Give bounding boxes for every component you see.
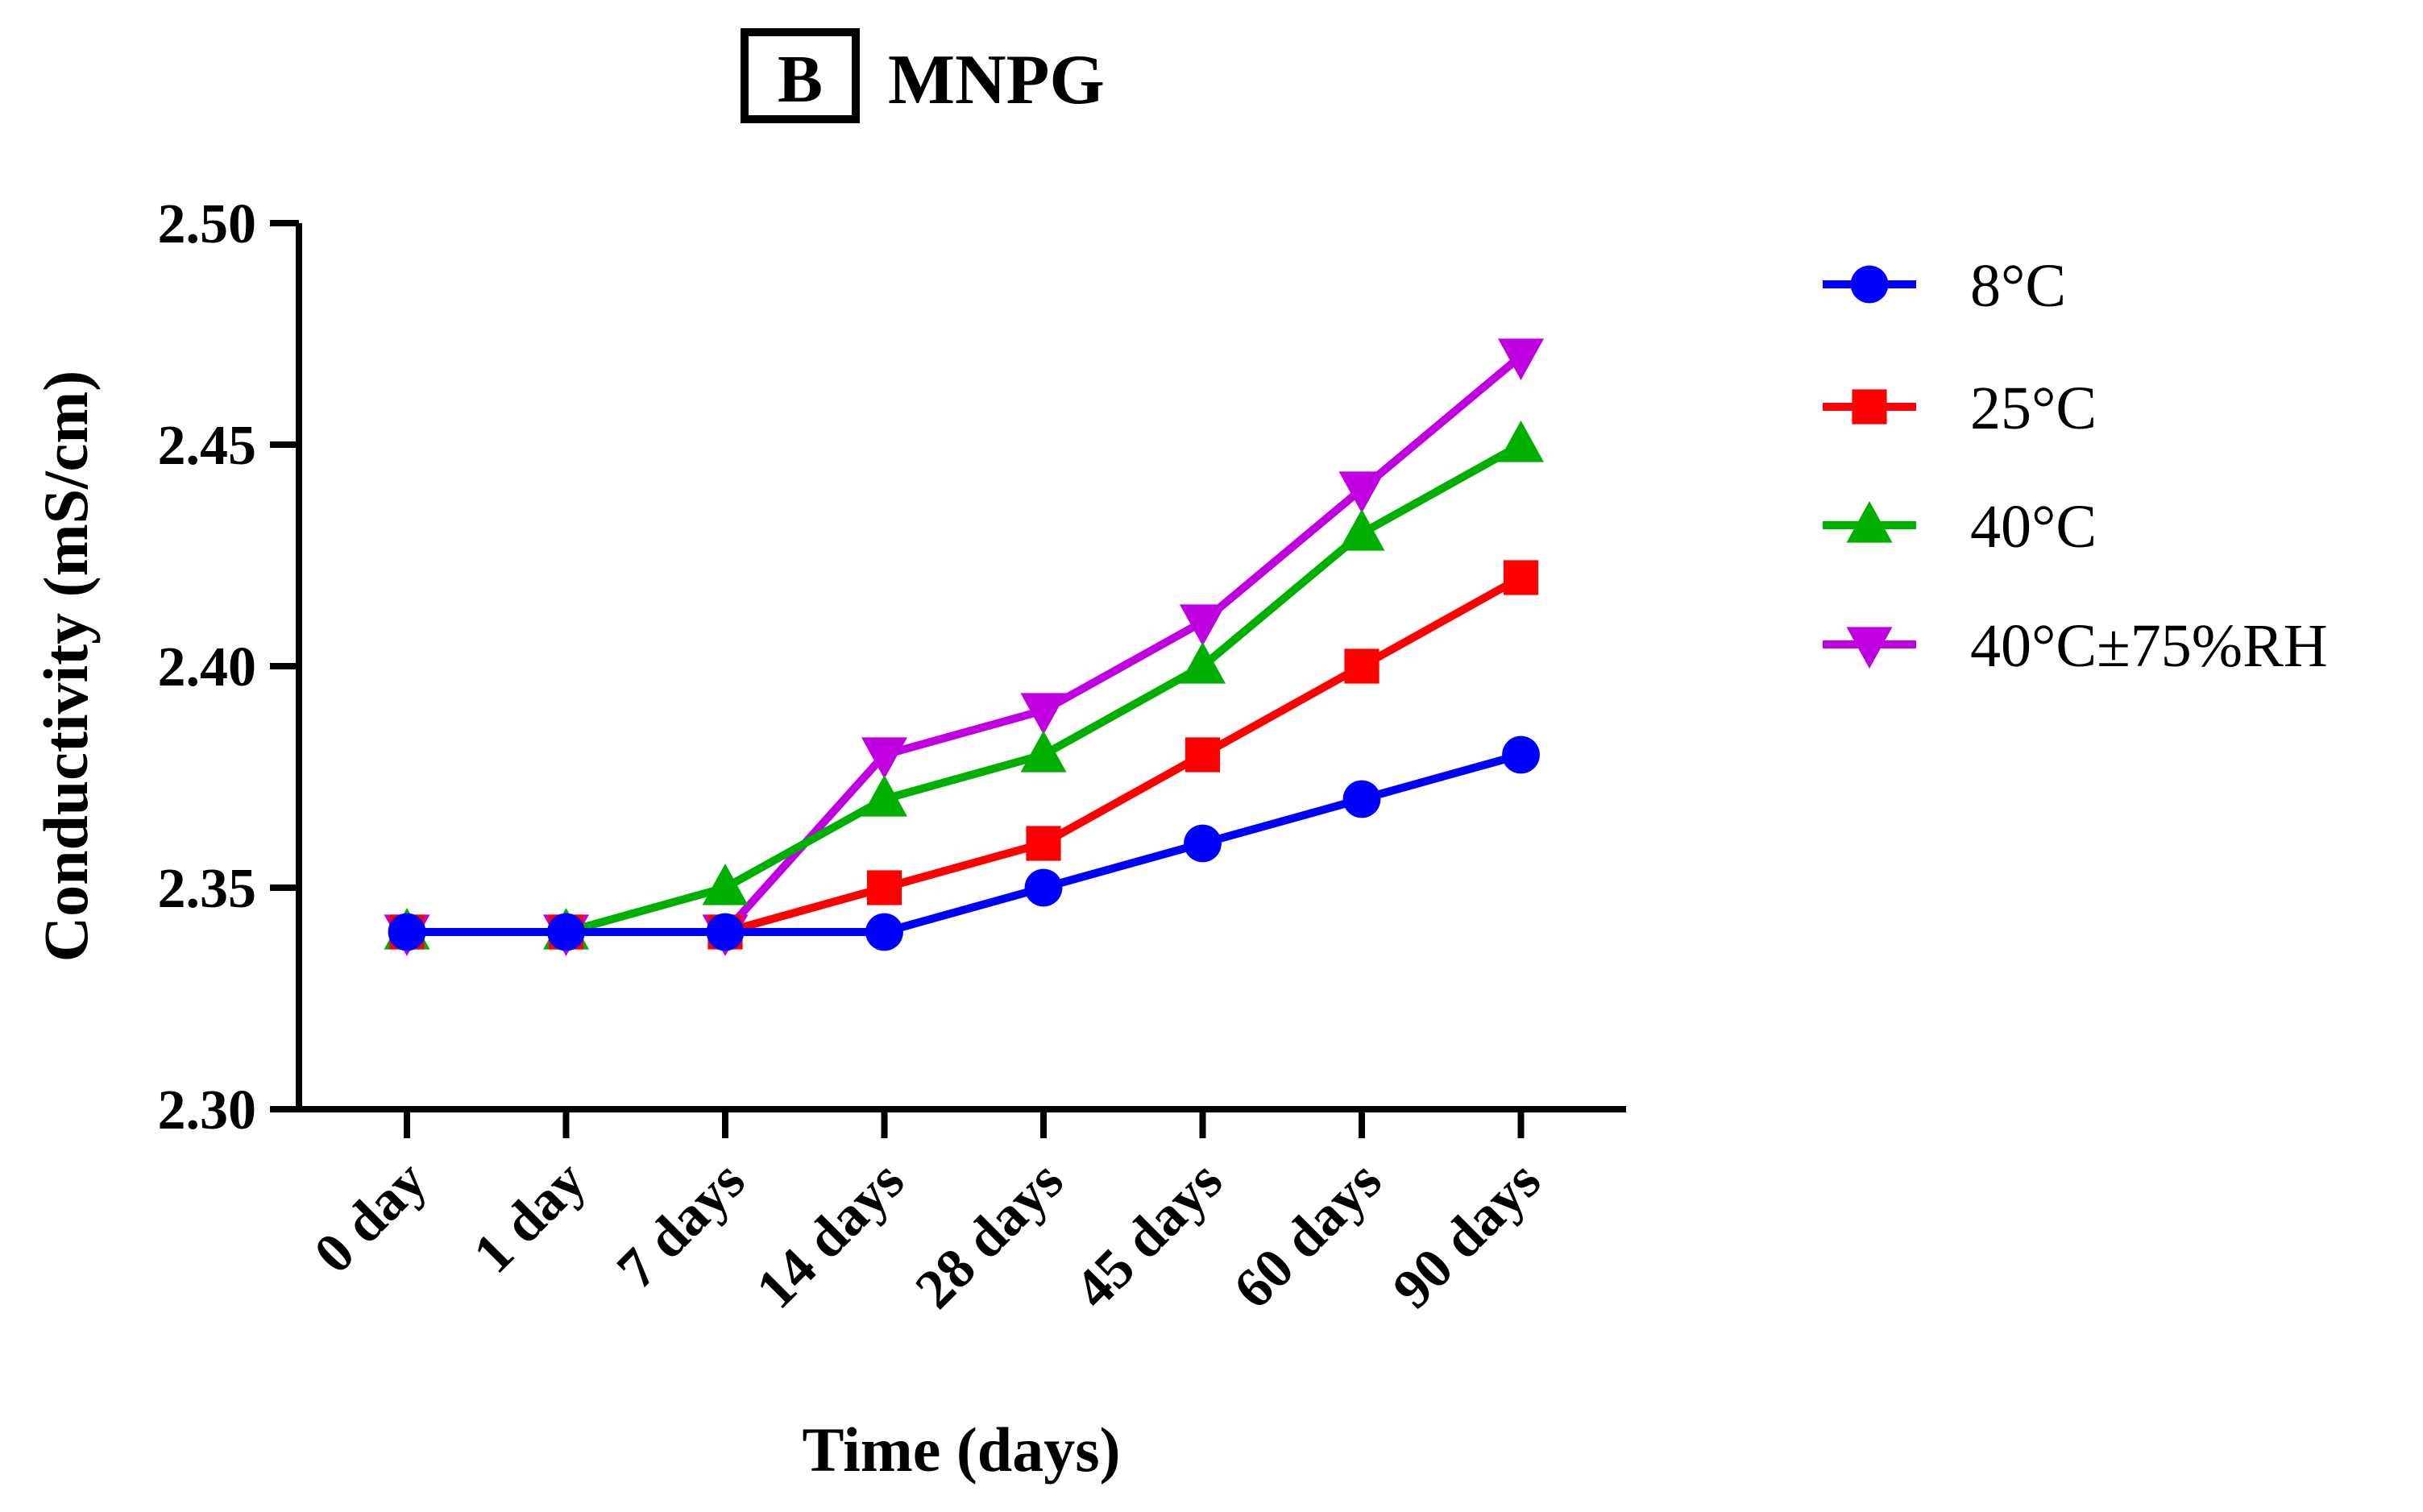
legend-marker <box>1852 389 1887 425</box>
x-tick-label: 28 days <box>904 1150 1076 1321</box>
panel-header: B MNPG <box>741 28 1105 123</box>
y-tick-label: 2.35 <box>158 858 257 920</box>
x-tick-label: 7 days <box>605 1150 757 1301</box>
y-tick-label: 2.40 <box>158 636 257 698</box>
axes <box>296 223 1626 1112</box>
panel-letter: B <box>778 42 823 117</box>
chart-title: MNPG <box>888 41 1105 119</box>
x-tick-label: 90 days <box>1381 1150 1553 1321</box>
x-tick-label: 1 day <box>462 1150 598 1286</box>
legend-label: 40°C±75%RH <box>1970 612 2328 680</box>
panel-letter-box <box>741 28 860 123</box>
series-line <box>403 441 1525 936</box>
x-tick-label: 60 days <box>1222 1150 1394 1321</box>
data-point <box>706 913 745 951</box>
series-2 <box>384 420 1544 950</box>
data-point <box>1503 560 1539 595</box>
data-point <box>865 913 903 951</box>
data-point <box>1024 868 1063 907</box>
data-point <box>702 864 749 905</box>
legend-item: 40°C±75%RH <box>1823 612 2328 680</box>
series-line <box>403 751 1525 936</box>
legend-item: 40°C <box>1823 493 2097 561</box>
y-tick-label: 2.50 <box>158 193 257 255</box>
series-line <box>403 574 1525 936</box>
data-point <box>1338 471 1385 513</box>
data-point <box>861 775 907 817</box>
data-point <box>861 737 907 779</box>
data-point <box>547 913 585 951</box>
data-point <box>1498 338 1544 380</box>
data-point <box>1498 420 1544 462</box>
y-ticks: 2.30 2.35 2.40 2.45 2.50 <box>158 193 299 1141</box>
data-point <box>1026 826 1061 861</box>
data-point <box>866 870 902 905</box>
legend-label: 40°C <box>1970 493 2097 561</box>
series-1 <box>389 560 1539 950</box>
data-point <box>1344 648 1380 684</box>
data-point <box>1020 731 1067 773</box>
series-line <box>403 352 1525 936</box>
y-axis-title: Conductivity (mS/cm) <box>31 371 101 962</box>
x-tick-label: 14 days <box>745 1150 916 1321</box>
data-point <box>388 913 426 951</box>
legend-marker <box>1846 627 1893 669</box>
data-point <box>1184 824 1222 863</box>
data-point <box>1020 693 1067 735</box>
legend-label: 8°C <box>1970 252 2066 320</box>
series-layer <box>384 338 1544 956</box>
series-0 <box>388 735 1540 951</box>
legend-item: 25°C <box>1823 375 2097 442</box>
legend: 8°C 25°C 40°C 40°C±75%RH <box>1823 252 2328 680</box>
legend-item: 8°C <box>1823 252 2066 320</box>
x-tick-label: 0 day <box>303 1150 439 1286</box>
data-point <box>1185 737 1221 773</box>
x-tick-label: 45 days <box>1063 1150 1234 1321</box>
y-tick-label: 2.30 <box>158 1079 257 1141</box>
legend-marker <box>1850 265 1889 304</box>
legend-marker <box>1846 501 1893 543</box>
legend-label: 25°C <box>1970 375 2097 442</box>
data-point <box>1342 780 1381 818</box>
data-point <box>1338 509 1385 551</box>
x-axis-title: Time (days) <box>802 1415 1120 1485</box>
y-tick-label: 2.45 <box>158 415 257 477</box>
data-point <box>1180 642 1226 684</box>
data-point <box>1180 604 1226 646</box>
data-point <box>1502 735 1540 774</box>
